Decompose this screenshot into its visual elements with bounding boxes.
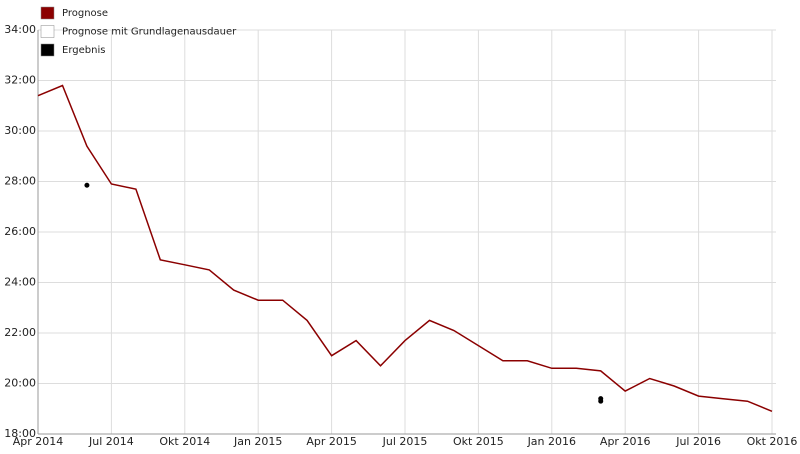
y-tick-label: 28:00 [4, 175, 36, 188]
y-tick-label: 34:00 [4, 23, 36, 36]
x-tick-label: Okt 2014 [159, 435, 210, 448]
series-line [37, 84, 773, 412]
x-tick-label: Apr 2016 [600, 435, 651, 448]
legend: Prognose Prognose mit Grundlagenausdauer E… [40, 6, 237, 57]
x-tick-label: Jul 2016 [675, 435, 721, 448]
marks [37, 84, 773, 412]
y-tick-label: 18:00 [4, 427, 36, 440]
x-tick-label: Jul 2015 [382, 435, 428, 448]
result-point [84, 182, 90, 188]
y-tick-label: 30:00 [4, 124, 36, 137]
y-tick-label: 22:00 [4, 326, 36, 339]
x-tick-label: Apr 2014 [13, 435, 64, 448]
legend-label: Ergebnis [62, 45, 105, 56]
grid: 18:00 20:00 22:00 24:00 26:00 28:00 30:00 32:00… [4, 23, 797, 448]
x-tick-label: Jan 2016 [527, 435, 576, 448]
legend-swatch [40, 25, 55, 38]
legend-swatch [40, 43, 55, 57]
x-tick-label: Apr 2015 [306, 435, 357, 448]
result-point [598, 398, 604, 404]
x-tick-label: Okt 2016 [747, 435, 798, 448]
y-tick-label: 20:00 [4, 377, 36, 390]
y-tick-label: 24:00 [4, 276, 36, 289]
legend-swatch [40, 6, 55, 20]
y-tick-label: 32:00 [4, 74, 36, 87]
x-tick-label: Jan 2015 [233, 435, 282, 448]
legend-label: Prognose [62, 8, 108, 19]
x-tick-label: Okt 2015 [453, 435, 504, 448]
legend-label: Prognose mit Grundlagenausdauer [62, 27, 237, 38]
y-tick-label: 26:00 [4, 225, 36, 238]
x-tick-label: Jul 2014 [88, 435, 134, 448]
